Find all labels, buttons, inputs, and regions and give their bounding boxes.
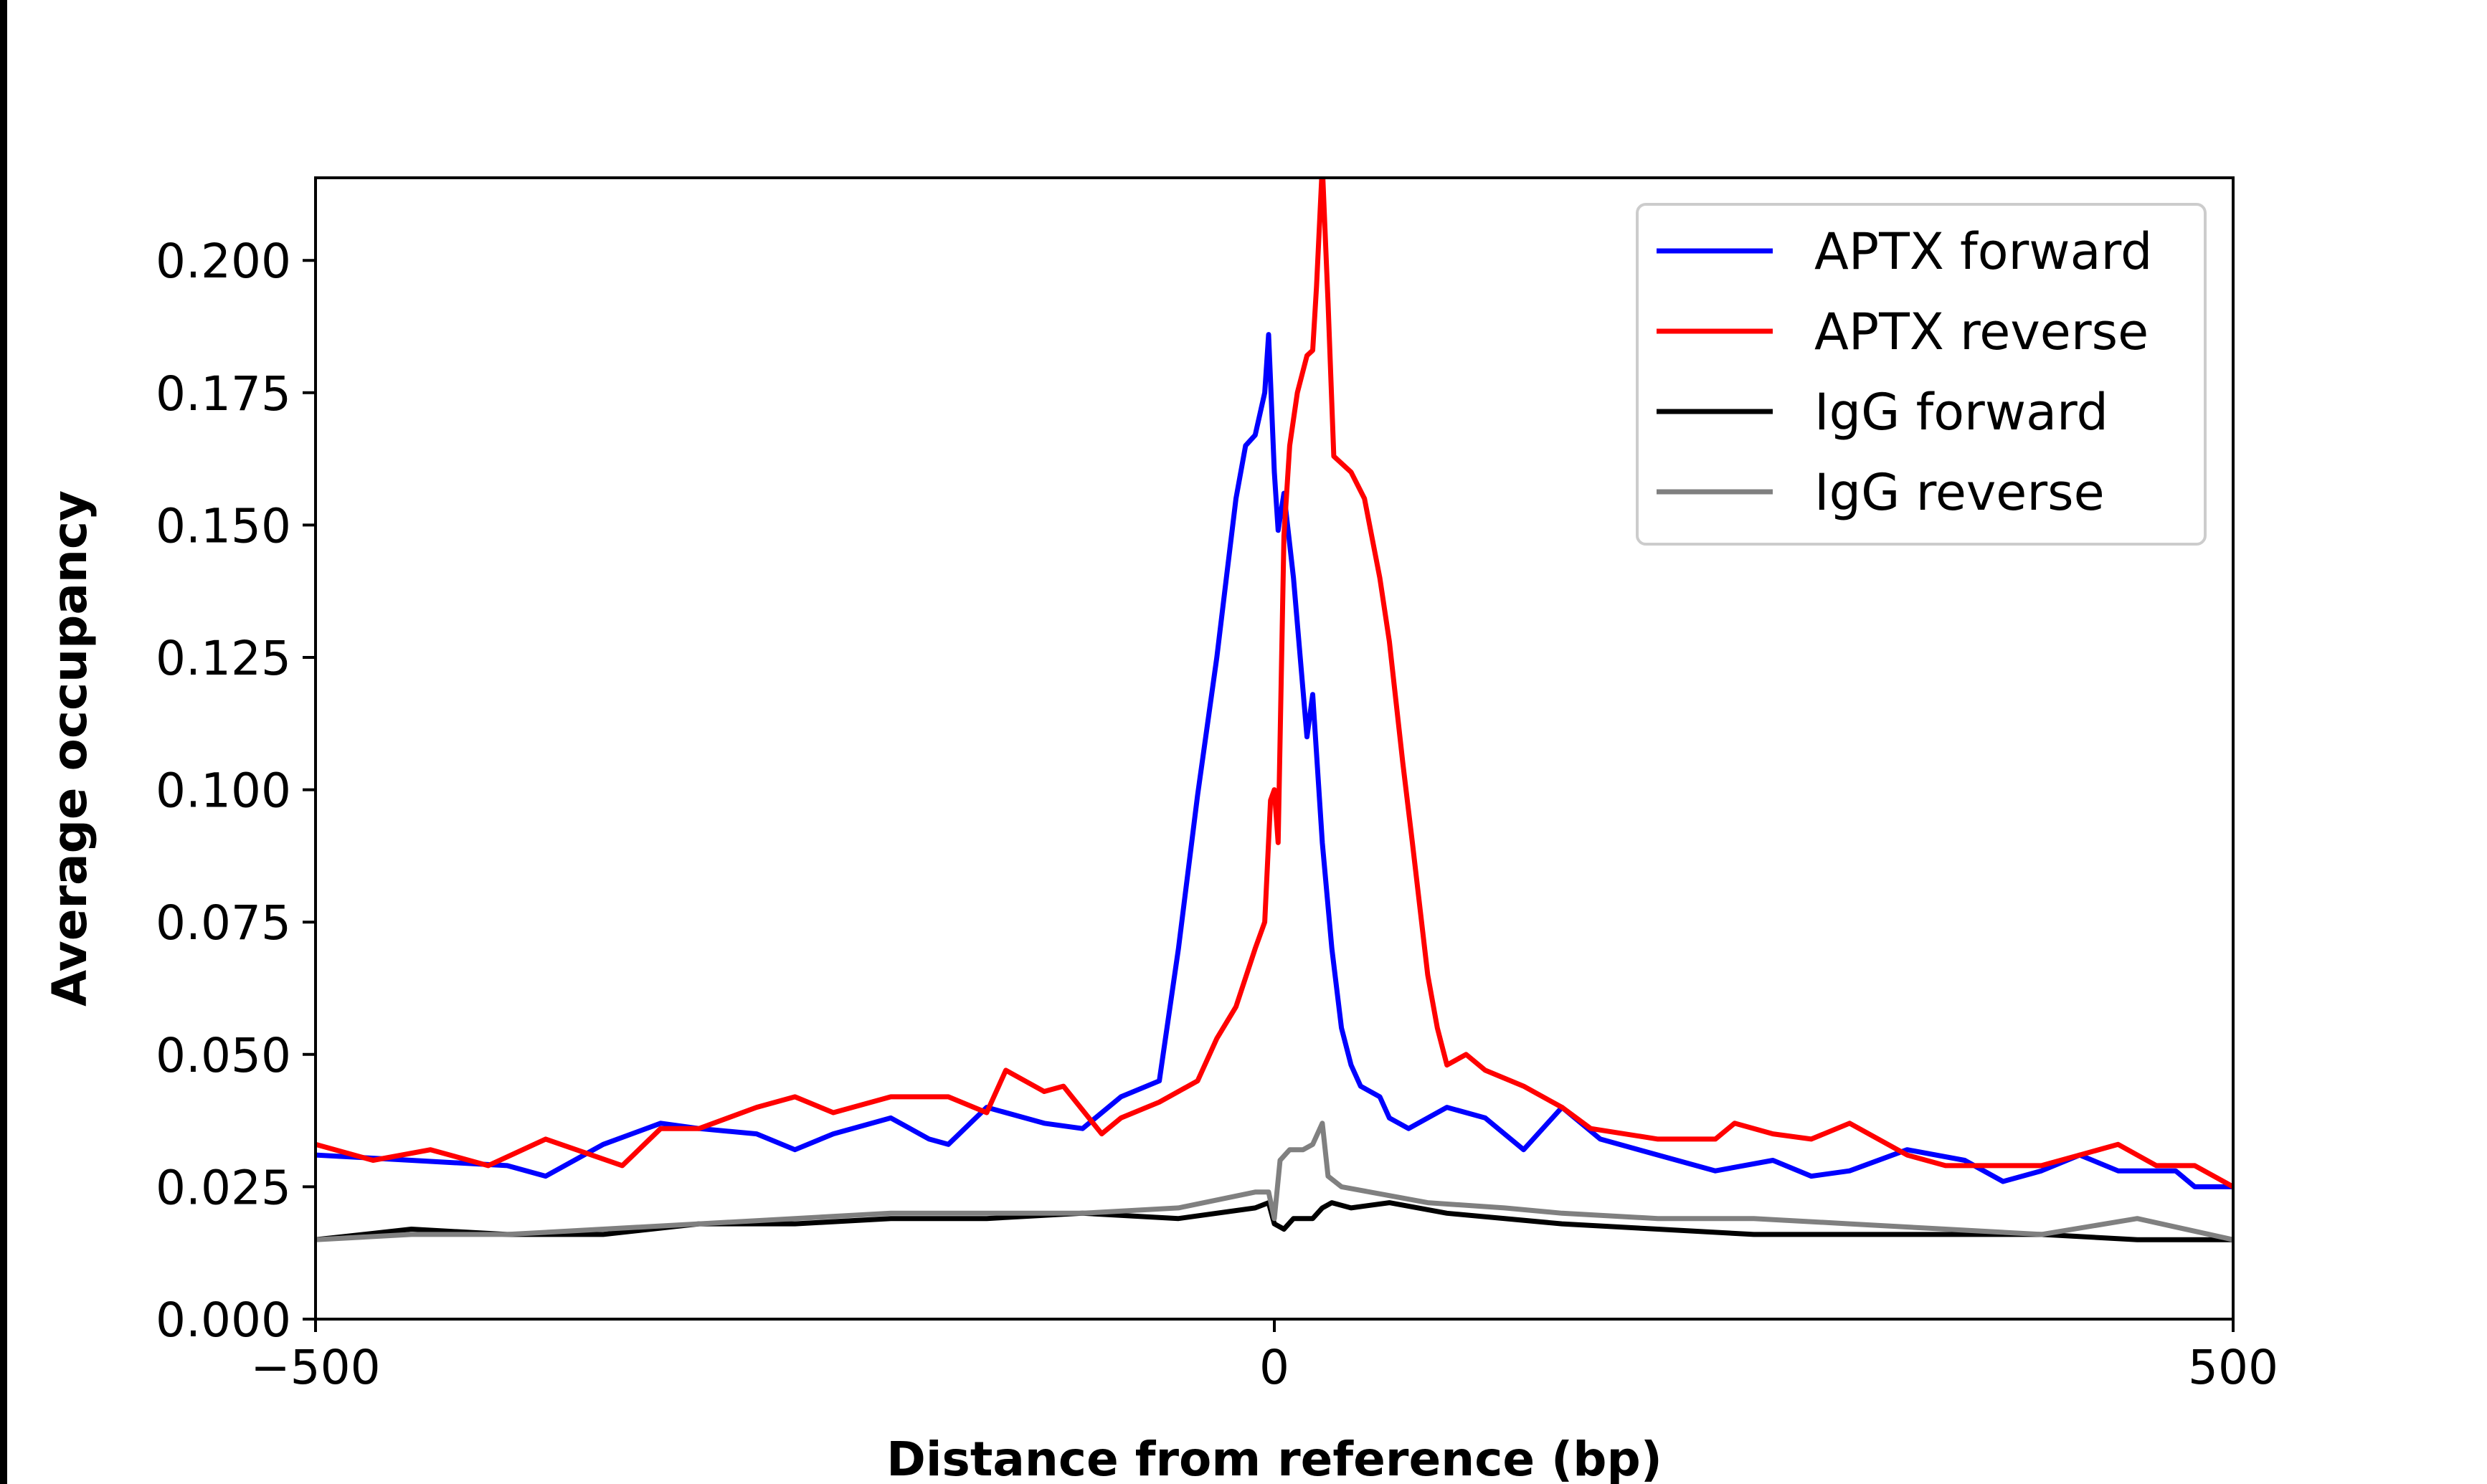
y-tick-label: 0.175 [156, 366, 291, 422]
legend-label: IgG forward [1814, 383, 2108, 442]
legend-label: APTX reverse [1814, 303, 2149, 361]
x-tick-label: −500 [250, 1340, 380, 1395]
y-tick-label: 0.025 [156, 1160, 291, 1215]
y-tick-label: 0.150 [156, 498, 291, 553]
legend: APTX forward APTX reverse IgG forward IgG r… [1636, 203, 2207, 546]
x-tick-label: 500 [2188, 1340, 2278, 1395]
y-tick-label: 0.075 [156, 895, 291, 951]
y-tick-label: 0.100 [156, 764, 291, 819]
y-tick-label: 0.125 [156, 631, 291, 686]
y-tick-label: 0.200 [156, 234, 291, 289]
series-line-aptx-forward [316, 332, 2233, 1189]
legend-label: APTX forward [1814, 222, 2152, 281]
y-tick-label: 0.000 [156, 1293, 291, 1348]
y-axis-label: Average occupancy [42, 490, 98, 1007]
series-line-igg-reverse [316, 1121, 2233, 1242]
left-border [0, 0, 7, 1484]
legend-label: IgG reverse [1814, 463, 2105, 522]
y-tick-label: 0.050 [156, 1028, 291, 1083]
x-axis-label: Distance from reference (bp) [886, 1432, 1662, 1484]
x-tick-label: 0 [1259, 1340, 1289, 1395]
series-line-aptx-reverse [316, 178, 2233, 1189]
series-line-igg-forward [316, 1200, 2233, 1242]
